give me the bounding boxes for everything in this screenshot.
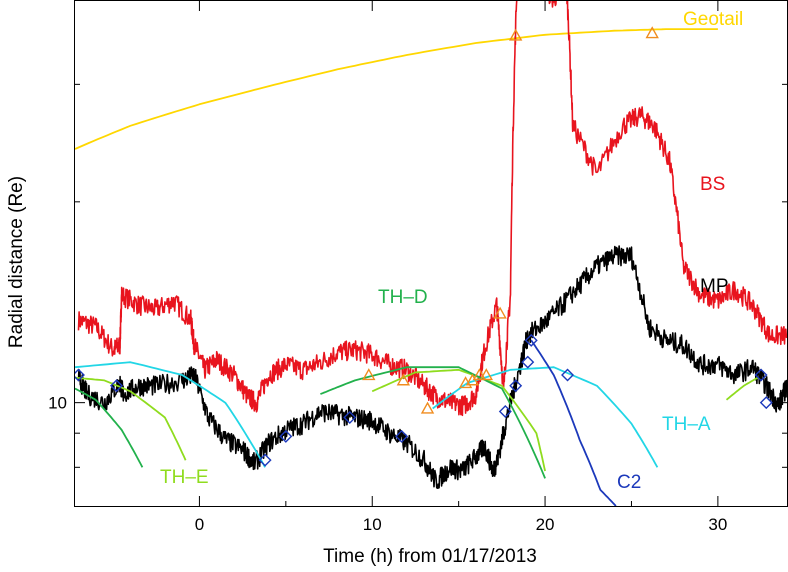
series-line-th-e bbox=[725, 376, 759, 401]
plot-area bbox=[75, 1, 787, 506]
y-tick-label: 10 bbox=[48, 394, 67, 413]
series-line-bs bbox=[77, 1, 787, 417]
series-label: TH–E bbox=[160, 467, 209, 488]
triangle-marker bbox=[420, 401, 435, 414]
series-line-c2 bbox=[530, 339, 617, 506]
series-label: MP bbox=[700, 276, 729, 297]
x-axis-label: Time (h) from 01/17/2013 bbox=[323, 546, 537, 567]
diamond-marker bbox=[759, 396, 773, 410]
series-labels: Geotail BS MP TH–D TH–A TH–E C2 bbox=[160, 9, 743, 493]
axis-ticks: 0 10 20 30 10 bbox=[48, 1, 787, 534]
series-label: TH–D bbox=[378, 287, 428, 308]
series-line-th-a bbox=[432, 366, 659, 468]
series-line-th-d bbox=[75, 387, 144, 468]
triangle-marker bbox=[362, 368, 376, 381]
x-tick-label: 10 bbox=[363, 515, 382, 534]
diamond-marker bbox=[498, 404, 512, 418]
series-label: TH–A bbox=[662, 414, 711, 435]
series-label: C2 bbox=[617, 472, 641, 493]
diamond-marker bbox=[524, 333, 538, 347]
triangle-marker bbox=[645, 26, 659, 39]
diamond-marker bbox=[343, 411, 357, 425]
series-line-th-d bbox=[320, 366, 546, 479]
diamond-marker bbox=[75, 368, 85, 382]
triangle-marker bbox=[479, 368, 493, 381]
diamond-marker bbox=[561, 368, 575, 382]
diamond-marker bbox=[258, 453, 272, 467]
x-tick-label: 20 bbox=[536, 515, 555, 534]
diamond-marker bbox=[109, 379, 123, 393]
series-label: Geotail bbox=[683, 9, 743, 30]
diamond-marker bbox=[754, 368, 768, 382]
diamond-marker bbox=[395, 429, 409, 443]
triangle-marker bbox=[472, 368, 487, 381]
triangle-marker bbox=[508, 28, 523, 41]
triangle-marker bbox=[396, 373, 411, 386]
series-line-th-a bbox=[75, 361, 266, 468]
diamond-marker bbox=[279, 429, 293, 443]
diamond-marker bbox=[509, 379, 523, 393]
x-tick-label: 0 bbox=[195, 515, 204, 534]
y-axis-label: Radial distance (Re) bbox=[6, 176, 27, 348]
series-line-th-e bbox=[75, 376, 187, 461]
diamond-marker bbox=[521, 355, 535, 369]
series-line-geotail bbox=[75, 28, 718, 150]
series-label: BS bbox=[700, 174, 725, 195]
series-line-mp bbox=[77, 245, 787, 490]
x-tick-label: 30 bbox=[708, 515, 727, 534]
triangle-marker bbox=[493, 306, 507, 319]
